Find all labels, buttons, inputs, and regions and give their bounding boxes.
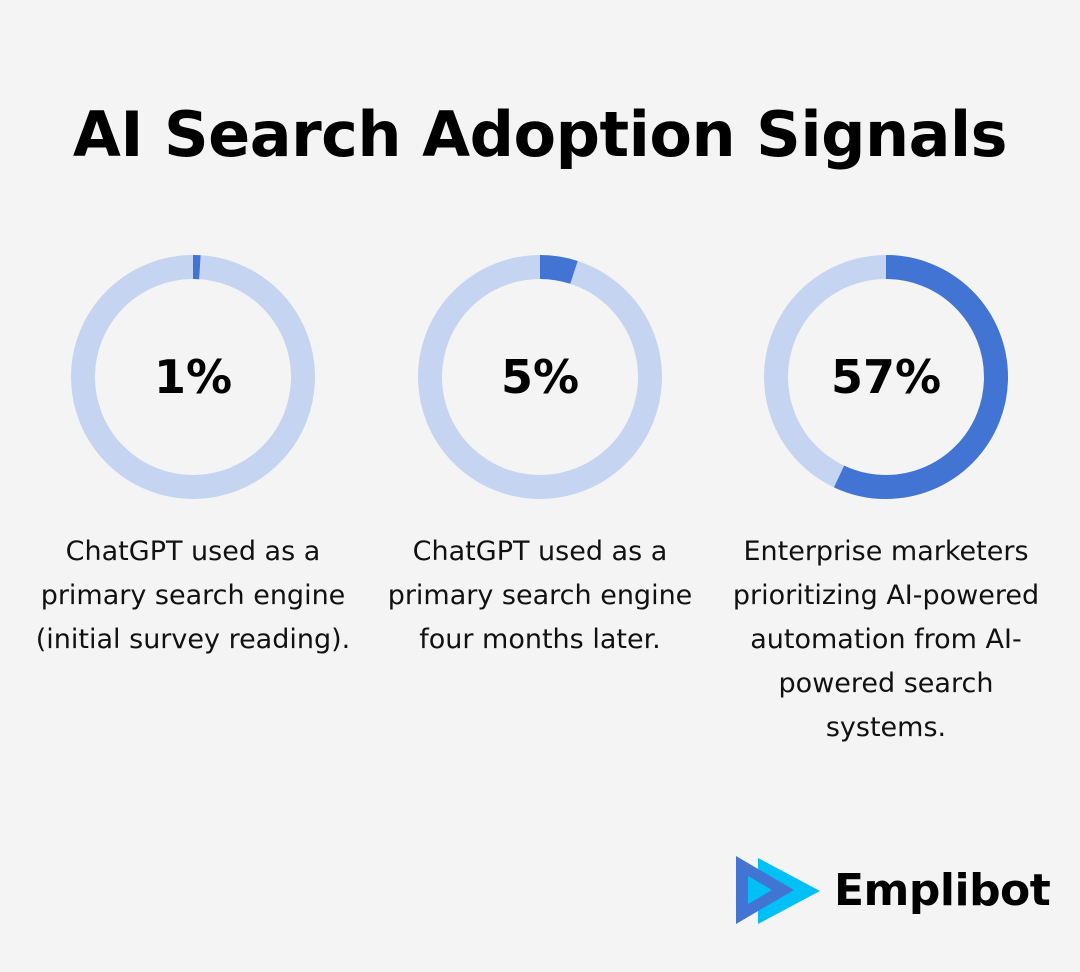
stat-description: ChatGPT used as a primary search engine …: [35, 536, 351, 655]
stat-card-3: 57% Enterprise marketers prioritizing AI…: [726, 254, 1046, 750]
ring-graphic: [71, 255, 315, 499]
double-play-arrow-icon: [736, 856, 820, 924]
donut-ring-1: 1%: [70, 254, 316, 500]
stat-description: Enterprise marketers prioritizing AI-pow…: [732, 536, 1040, 743]
ring-graphic: [418, 255, 662, 499]
stat-card-1: 1% ChatGPT used as a primary search engi…: [33, 254, 353, 662]
ring-graphic: [764, 255, 1008, 499]
emplibot-logo: Emplibot: [736, 856, 1051, 924]
donut-ring-2: 5%: [417, 254, 663, 500]
page-title: AI Search Adoption Signals: [72, 98, 1008, 171]
logo-text: Emplibot: [834, 864, 1051, 916]
stat-value: 57%: [830, 350, 942, 404]
stat-value: 5%: [500, 350, 580, 404]
stat-value: 1%: [153, 350, 233, 404]
stat-card-2: 5% ChatGPT used as a primary search engi…: [380, 254, 700, 662]
donut-ring-3: 57%: [763, 254, 1009, 500]
stat-description: ChatGPT used as a primary search engine …: [387, 536, 693, 655]
